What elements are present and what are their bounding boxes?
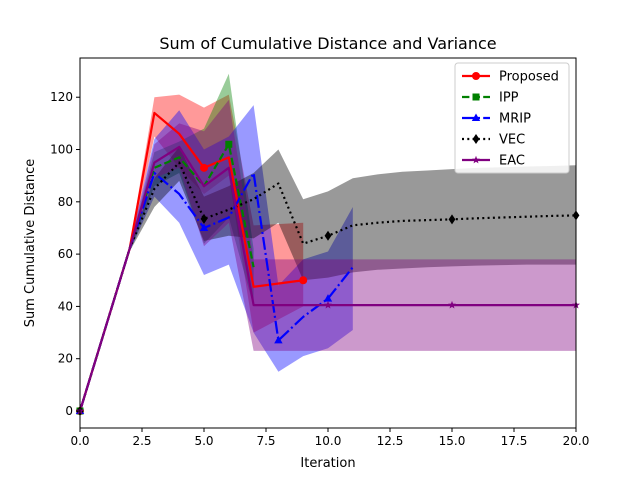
line-mrip — [78, 171, 354, 412]
legend-box — [454, 62, 570, 174]
y-axis-ticks: 0 20 40 60 80 100 120 — [50, 90, 80, 418]
y-tick-label: 120 — [50, 90, 73, 104]
marker-mrip — [323, 294, 333, 302]
x-tick-label: 17.5 — [501, 434, 528, 448]
y-tick-label: 0 — [65, 404, 73, 418]
legend-label-ipp: IPP — [499, 91, 519, 106]
legend: Proposed IPP MRIP VEC EAC — [454, 62, 570, 174]
series-markers — [75, 140, 580, 417]
legend-label-proposed: Proposed — [499, 70, 559, 85]
marker-mrip — [199, 223, 209, 231]
legend-label-eac: EAC — [499, 154, 525, 169]
band-eac — [80, 99, 576, 414]
x-tick-label: 15.0 — [439, 434, 466, 448]
y-tick-label: 60 — [58, 247, 73, 261]
x-tick-label: 7.5 — [256, 434, 275, 448]
line-eac — [78, 145, 576, 412]
marker-ipp — [225, 140, 233, 148]
x-axis-ticks: 0.0 2.5 5.0 7.5 10.0 12.5 15.0 17.5 20.0 — [70, 428, 589, 448]
legend-marker-vec — [472, 134, 480, 144]
marker-proposed — [200, 163, 208, 172]
legend-label-vec: VEC — [499, 133, 525, 148]
x-tick-label: 10.0 — [315, 434, 342, 448]
y-tick-label: 80 — [58, 195, 73, 209]
marker-vec — [448, 214, 456, 225]
series-lines — [78, 111, 577, 412]
line-proposed — [78, 111, 304, 412]
x-tick-label: 0.0 — [70, 434, 89, 448]
marker-mrip — [274, 335, 283, 344]
marker-vec — [200, 213, 208, 224]
marker-vec — [324, 230, 332, 241]
y-tick-label: 40 — [58, 299, 73, 313]
legend-marker-eac — [472, 155, 480, 164]
chart-title: Sum of Cumulative Distance and Variance — [159, 34, 496, 53]
band-ipp — [80, 73, 254, 414]
y-axis-label: Sum Cumulative Distance — [23, 159, 38, 327]
band-proposed — [80, 94, 304, 414]
line-ipp — [78, 143, 255, 412]
band-vec — [80, 146, 576, 414]
legend-marker-proposed — [472, 72, 480, 80]
legend-marker-ipp — [472, 93, 480, 101]
legend-label-mrip: MRIP — [499, 112, 531, 127]
marker-eac — [324, 300, 332, 309]
x-tick-label: 20.0 — [563, 434, 590, 448]
marker-eac — [448, 300, 456, 309]
x-tick-label: 2.5 — [132, 434, 151, 448]
x-tick-label: 12.5 — [377, 434, 404, 448]
y-tick-label: 100 — [50, 143, 73, 157]
y-tick-label: 20 — [58, 352, 73, 366]
marker-proposed — [299, 276, 308, 285]
x-tick-label: 5.0 — [194, 434, 213, 448]
legend-marker-mrip — [471, 113, 481, 121]
x-axis-label: Iteration — [300, 456, 355, 471]
